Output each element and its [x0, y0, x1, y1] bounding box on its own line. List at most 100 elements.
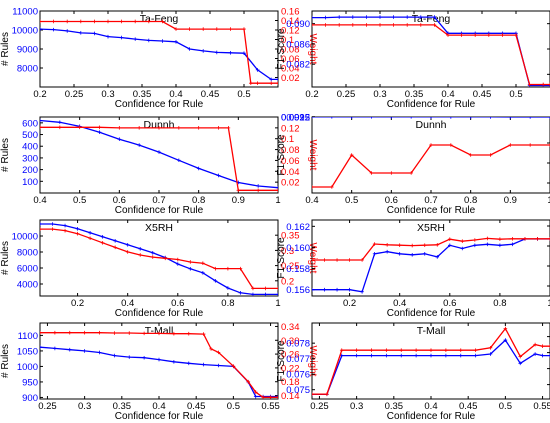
series-point	[447, 243, 452, 248]
series-point	[63, 228, 67, 233]
y-right-tick-label: 0.16	[281, 7, 300, 18]
series-line	[40, 223, 278, 296]
series-point	[88, 231, 92, 235]
series-point	[236, 188, 241, 193]
series-right	[312, 326, 550, 396]
x-axis-label: Confidence for Rule	[387, 99, 476, 110]
x-axis-label: Confidence for Rule	[115, 411, 204, 422]
series-point	[397, 243, 402, 247]
series-point	[269, 77, 273, 82]
series-point	[63, 223, 67, 228]
x-tick-label: 0.8	[493, 298, 506, 309]
series-point	[106, 34, 110, 39]
series-point	[389, 171, 394, 175]
x-tick-label: 1	[547, 298, 550, 309]
series-point	[354, 348, 359, 352]
y-right-tick-label: 0.14	[281, 16, 300, 27]
series-point	[253, 390, 258, 394]
x-tick-label: 0.45	[187, 401, 206, 412]
series-point	[429, 143, 433, 147]
series-point	[201, 49, 205, 53]
series-point	[276, 77, 278, 82]
y-right-tick-label: 0.1	[281, 134, 294, 145]
series-point	[201, 27, 205, 31]
series-point	[253, 394, 258, 399]
y-left-axis-label: F1-Score	[276, 237, 287, 279]
series-left	[312, 15, 550, 87]
series-point	[351, 15, 355, 19]
series-point	[473, 33, 477, 37]
y-left-tick-label: 9000	[17, 45, 38, 56]
x-tick-label: 0.9	[504, 195, 517, 206]
plot-frame	[311, 10, 550, 88]
series-point	[409, 171, 413, 175]
series-point	[389, 117, 394, 119]
series-point	[503, 338, 508, 342]
series-point	[157, 150, 161, 154]
series-point	[53, 346, 57, 351]
series-point	[276, 395, 278, 399]
series-point	[82, 349, 87, 353]
x-tick-label: 0.2	[33, 89, 46, 100]
series-point	[186, 331, 191, 336]
series-right	[312, 23, 550, 87]
series-point	[432, 23, 437, 27]
series-point	[399, 348, 404, 352]
series-point	[231, 364, 236, 368]
y-left-tick-label: 400	[22, 142, 38, 153]
y-right-tick-label: 0.04	[281, 64, 300, 75]
x-tick-label: 0.3	[373, 89, 386, 100]
y-right-tick-label: 0.22	[281, 363, 300, 374]
series-point	[172, 359, 176, 364]
series-point	[51, 27, 56, 32]
x-tick-label: 1	[547, 195, 550, 206]
x-tick-label: 0.35	[385, 401, 404, 412]
series-right	[312, 143, 550, 189]
y-left-tick-label: 0.075	[286, 385, 310, 396]
series-point	[242, 27, 246, 31]
series-point	[113, 245, 117, 250]
series-point	[276, 185, 278, 190]
series-point	[238, 291, 243, 295]
x-tick-label: 0.4	[424, 401, 437, 412]
series-point	[251, 286, 255, 291]
series-point	[312, 392, 314, 396]
series-point	[349, 153, 354, 157]
series-point	[444, 348, 448, 352]
series-point	[405, 23, 409, 27]
y-left-tick-label: 300	[22, 153, 38, 164]
series-point	[548, 237, 550, 241]
series-left	[40, 345, 278, 399]
series-point	[510, 237, 515, 241]
series-point	[226, 266, 230, 271]
series-point	[323, 15, 328, 20]
series-point	[113, 239, 117, 243]
series-line	[312, 238, 550, 293]
series-point	[263, 286, 268, 291]
series-point	[385, 243, 389, 247]
series-point	[548, 143, 550, 147]
y-left-tick-label: 1000	[17, 362, 38, 373]
x-tick-label: 0.35	[133, 89, 152, 100]
x-tick-label: 0.55	[261, 401, 280, 412]
series-point	[323, 23, 328, 27]
series-point	[540, 353, 545, 358]
chart-panel-5: X5RH 0.2 0.4 0.6 0.8 1 Confidence for Rule 4000…	[0, 219, 318, 319]
series-point	[458, 353, 463, 358]
series-point	[79, 31, 83, 35]
x-tick-label: 0.25	[337, 89, 356, 100]
series-point	[209, 347, 213, 351]
series-point	[175, 257, 180, 262]
series-point	[498, 237, 502, 241]
series-point	[160, 39, 165, 43]
series-point	[378, 15, 382, 19]
series-point	[518, 361, 523, 366]
series-point	[414, 348, 418, 352]
x-tick-label: 0.5	[509, 89, 522, 100]
series-point	[58, 125, 62, 130]
series-point	[256, 184, 260, 188]
series-point	[261, 395, 265, 399]
y-left-tick-label: 0.160	[286, 243, 310, 254]
series-point	[201, 261, 205, 265]
series-point	[518, 354, 523, 359]
